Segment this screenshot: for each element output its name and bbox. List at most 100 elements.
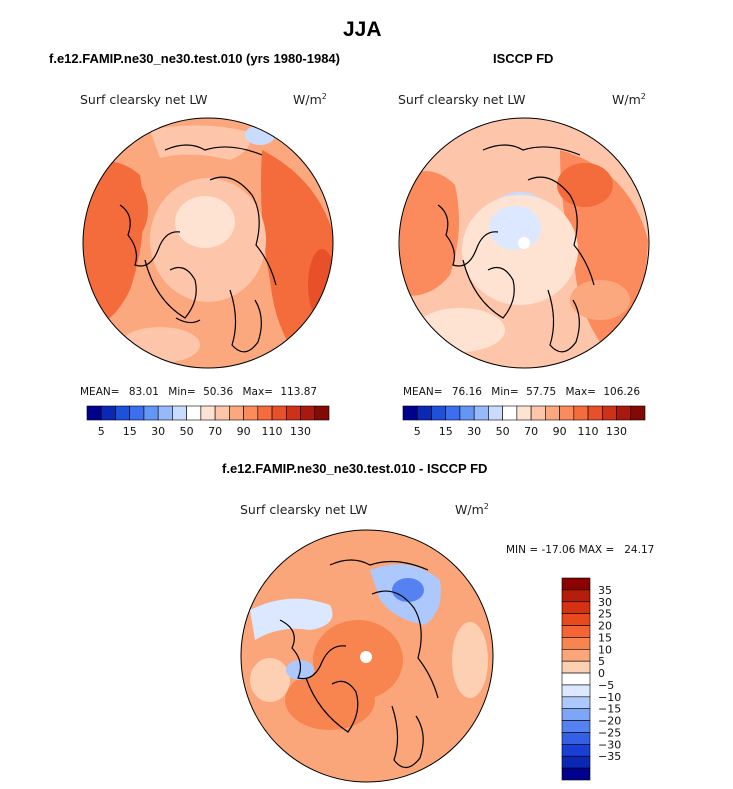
panel2-min: 57.75 [526, 386, 557, 398]
colorbar-isccp-box-11 [559, 405, 575, 421]
map1-south-patch [120, 327, 200, 363]
colorbar-model-box-16 [314, 405, 330, 421]
colorbar-isccp: 5 15 30 50 70 90 110 130 [402, 405, 646, 438]
colorbar-model-box-12 [257, 405, 273, 421]
panel2-max: 106.26 [603, 386, 641, 398]
colorbar-model-box-13 [271, 405, 287, 421]
diff-light-west [250, 658, 290, 702]
colorbar-diff-tick-11: −20 [598, 715, 621, 728]
colorbar-isccp-box-3 [445, 405, 461, 421]
panel2-min-label: Min= [491, 386, 519, 398]
panel1-mean-label: MEAN= [80, 386, 120, 398]
colorbar-diff-tick-5: 10 [598, 643, 612, 656]
colorbar-diff-tick-8: −5 [598, 679, 614, 692]
colorbar-isccp-box-5 [473, 405, 489, 421]
colorbar-model-tick-1: 15 [123, 425, 137, 438]
diff-pole-hole [360, 651, 372, 663]
colorbar-diff-box-3 [561, 613, 591, 626]
colorbar-isccp-box-15 [616, 405, 632, 421]
colorbar-diff-box-0 [561, 577, 591, 591]
colorbar-isccp-tick-7: 130 [606, 425, 627, 438]
diff-units-exp: 2 [483, 502, 489, 511]
map1-border [82, 117, 334, 369]
map1-polar-core [175, 196, 235, 248]
colorbar-model-tick-0: 5 [98, 425, 105, 438]
map2-pole-hole [518, 237, 530, 249]
colorbar-model-box-10 [229, 405, 244, 421]
panel2-stats: MEAN= 76.16 Min= 57.75 Max= 106.26 [403, 386, 640, 398]
colorbar-isccp-box-9 [530, 405, 546, 421]
diff-light-east [452, 622, 488, 698]
panel1-max-label: Max= [242, 386, 273, 398]
panel2-field-label: Surf clearsky net LW [398, 92, 526, 107]
diff-map [241, 530, 493, 782]
colorbar-model-tick-2: 30 [151, 425, 165, 438]
diff-units: W/m2 [455, 502, 489, 517]
panel2-heading: ISCCP FD [493, 51, 554, 66]
colorbar-model-tick-4: 70 [208, 425, 222, 438]
map2-south-light [415, 308, 505, 352]
panel1-field-label: Surf clearsky net LW [80, 92, 208, 107]
colorbar-diff-tick-3: 20 [598, 620, 612, 633]
panel1-units-exp: 2 [321, 92, 327, 101]
panel1-units: W/m2 [293, 92, 327, 107]
colorbar-isccp-tick-6: 110 [578, 425, 599, 438]
colorbar-model-box-3 [129, 405, 145, 421]
colorbar-isccp-box-6 [488, 405, 503, 421]
map2 [399, 118, 649, 368]
colorbar-isccp-tick-1: 15 [439, 425, 453, 438]
colorbar-model-tick-6: 110 [262, 425, 283, 438]
map2-polar-blue-core [489, 206, 541, 250]
colorbar-model-box-8 [200, 405, 216, 421]
map2-warm-west [400, 171, 459, 296]
diff-heading: f.e12.FAMIP.ne30_ne30.test.010 - ISCCP F… [222, 461, 488, 476]
colorbar-model-box-1 [100, 405, 116, 421]
colorbar-diff-box-14 [561, 744, 591, 757]
colorbar-model-tick-7: 130 [290, 425, 311, 438]
colorbar-isccp-tick-2: 30 [467, 425, 481, 438]
panel1-units-text: W/m [293, 92, 322, 108]
colorbar-model-box-11 [243, 405, 259, 421]
colorbar-isccp-box-2 [431, 405, 447, 421]
colorbar-model-box-9 [214, 405, 230, 421]
map2-coastlines [437, 144, 595, 353]
diff-minmax: MIN = -17.06 MAX = 24.17 [506, 544, 655, 556]
map2-hot-spot [557, 163, 613, 207]
colorbar-diff-box-16 [561, 767, 591, 781]
colorbar-diff-box-2 [561, 601, 591, 614]
colorbar-diff-box-8 [561, 672, 591, 686]
map1-coastlines [119, 144, 277, 353]
colorbar-diff-box-12 [561, 720, 591, 733]
colorbar-diff-tick-1: 30 [598, 596, 612, 609]
colorbar-model-box-7 [186, 405, 202, 421]
colorbar-diff-tick-14: −35 [598, 750, 621, 763]
panel2-units: W/m2 [612, 92, 646, 107]
colorbar-model: 5 15 30 50 70 90 110 130 [86, 405, 330, 438]
panel1-max: 113.87 [280, 386, 318, 398]
diff-warm-south [285, 670, 375, 730]
panel2-units-exp: 2 [640, 92, 646, 101]
diff-coastlines [279, 559, 439, 769]
colorbar-diff-tick-10: −15 [598, 703, 621, 716]
map1 [83, 118, 333, 368]
panel1-min: 50.36 [203, 386, 234, 398]
colorbar-isccp-box-10 [545, 405, 560, 421]
colorbar-diff-box-6 [561, 648, 591, 662]
colorbar-isccp-box-16 [630, 405, 646, 421]
diff-units-text: W/m [455, 502, 484, 518]
colorbar-model-box-4 [143, 405, 159, 421]
colorbar-model-box-15 [300, 405, 316, 421]
panel2-max-label: Max= [565, 386, 596, 398]
colorbar-isccp-box-0 [402, 405, 418, 421]
map1-north-light [150, 125, 251, 160]
colorbar-diff-box-10 [561, 696, 591, 710]
colorbar-isccp-box-8 [516, 405, 532, 421]
map2-border [398, 117, 650, 369]
colorbar-diff-box-1 [561, 589, 591, 603]
colorbar-model-box-2 [115, 405, 131, 421]
panel1-min-label: Min= [168, 386, 196, 398]
panel2-mean: 76.16 [451, 386, 482, 398]
panel2-units-text: W/m [612, 92, 641, 108]
panel1-heading: f.e12.FAMIP.ne30_ne30.test.010 (yrs 1980… [49, 51, 340, 66]
colorbar-model-box-6 [172, 405, 187, 421]
